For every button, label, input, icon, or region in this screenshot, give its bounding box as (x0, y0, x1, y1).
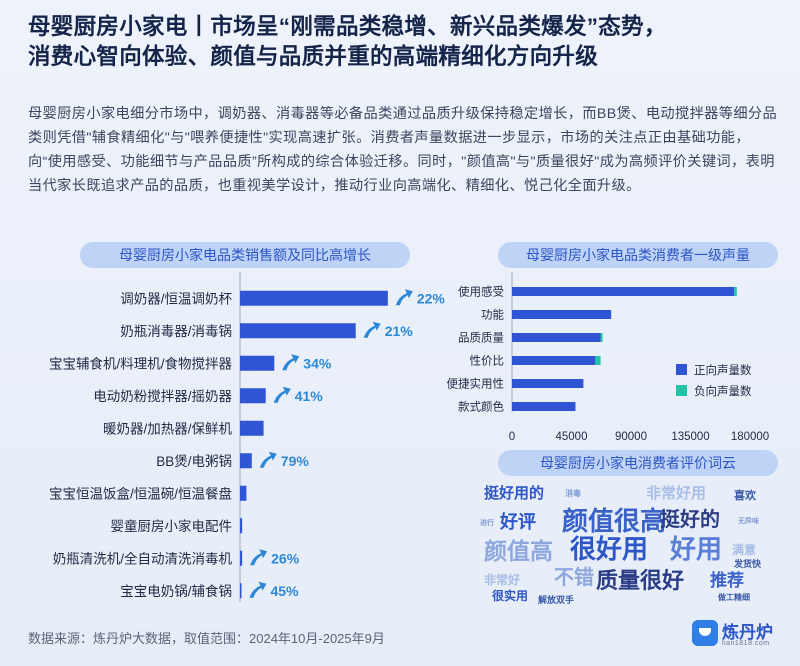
wordcloud-title: 母婴厨房小家电消费者评价词云 (498, 450, 778, 476)
wordcloud-word: 好用 (670, 534, 723, 564)
left-category-label: 电动奶粉搅拌器/摇奶器 (93, 389, 232, 404)
growth-label: 22% (417, 290, 446, 306)
sales-bar-chart: 调奶器/恒温调奶杯 22% 奶瓶消毒器/消毒锅 21% 宝宝辅食机/料理机/食物搅拌器 3… (49, 272, 446, 602)
wordcloud-word: 解放双手 (538, 595, 575, 605)
x-tick-label: 45000 (556, 431, 588, 443)
positive-bar (512, 287, 735, 296)
negative-bar (595, 356, 601, 365)
wordcloud-word: 满意 (732, 543, 757, 557)
growth-arrow-icon (250, 549, 268, 566)
growth-label: 79% (281, 453, 310, 469)
left-bar (240, 518, 243, 534)
brand-logo: 炼丹炉 lian1818.com (692, 614, 782, 654)
left-category-label: BB煲/电粥锅 (156, 453, 232, 469)
wordcloud-word: 非常好用 (646, 485, 707, 502)
x-tick-label: 90000 (615, 431, 647, 443)
positive-bar (512, 379, 584, 388)
wordcloud-word: 无异味 (738, 518, 759, 525)
legend-label: 负向声量数 (694, 384, 752, 398)
wordcloud-word: 好评 (500, 512, 536, 532)
right-category-label: 品质质量 (458, 332, 504, 345)
right-category-label: 性价比 (470, 354, 505, 368)
wordcloud-word: 质量很好 (596, 568, 685, 593)
wordcloud-word: 很实用 (492, 589, 529, 603)
wordcloud-word: 喜欢 (734, 490, 756, 502)
title-line-1: 母婴厨房小家电丨市场呈“刚需品类稳增、新兴品类爆发”态势， (28, 14, 667, 39)
left-bar (240, 420, 264, 436)
x-tick-label: 135000 (671, 431, 709, 443)
page-title: 母婴厨房小家电丨市场呈“刚需品类稳增、新兴品类爆发”态势， 消费心智向体验、颜值… (28, 12, 778, 72)
logo-icon (692, 620, 718, 646)
wordcloud-word: 消毒 (565, 489, 581, 498)
x-tick-label: 0 (509, 431, 515, 443)
wordcloud-word: 非常好 (484, 573, 521, 587)
growth-label: 45% (271, 583, 300, 599)
right-category-label: 使用感受 (458, 285, 504, 299)
wordcloud-word: 挺好用的 (484, 485, 545, 502)
left-chart-title: 母婴厨房小家电品类销售额及同比高增长 (80, 242, 410, 268)
left-category-label: 宝宝辅食机/料理机/食物搅拌器 (49, 355, 233, 371)
growth-label: 26% (271, 550, 300, 566)
left-category-label: 暖奶器/加热器/保鲜机 (103, 421, 233, 436)
x-tick-label: 180000 (731, 431, 769, 443)
wordcloud-word: 颜值高 (484, 538, 553, 564)
growth-label: 21% (385, 323, 414, 339)
wordcloud-word: 很好用 (570, 534, 649, 564)
left-bar (240, 290, 388, 306)
left-bar (240, 550, 243, 566)
left-category-label: 调奶器/恒温调奶杯 (120, 291, 232, 306)
wordcloud-word: 进行 (480, 520, 494, 527)
growth-label: 41% (295, 388, 324, 404)
left-bar (240, 453, 252, 469)
description-paragraph: 母婴厨房小家电细分市场中，调奶器、消毒器等必备品类通过品质升级保持稳定增长，而B… (28, 106, 778, 194)
wordcloud-word: 发货快 (734, 559, 762, 569)
left-category-label: 奶瓶消毒器/消毒锅 (120, 324, 232, 339)
legend-label: 正向声量数 (694, 363, 752, 377)
growth-label: 34% (303, 355, 332, 371)
left-category-label: 婴童厨房小家电配件 (111, 518, 233, 534)
positive-bar (512, 310, 612, 319)
right-chart-title: 母婴厨房小家电品类消费者一级声量 (498, 242, 778, 268)
right-category-label: 便捷实用性 (447, 377, 505, 391)
growth-arrow-icon (395, 289, 413, 306)
legend-swatch (676, 385, 687, 396)
positive-bar (512, 333, 601, 342)
data-source-note: 数据来源：炼丹炉大数据，取值范围：2024年10月-2025年9月 (28, 631, 385, 646)
right-category-label: 功能 (481, 308, 504, 322)
negative-bar (600, 333, 603, 342)
left-category-label: 奶瓶清洗机/全自动清洗消毒机 (53, 550, 233, 566)
wordcloud-word: 挺好的 (660, 509, 720, 531)
growth-arrow-icon (259, 451, 277, 468)
left-bar (240, 388, 266, 404)
left-bar (240, 323, 356, 339)
legend-swatch (676, 364, 687, 375)
wordcloud-word: 不错 (554, 567, 594, 589)
left-bar (240, 485, 247, 501)
logo-text: 炼丹炉 (722, 623, 773, 642)
review-wordcloud: 挺好用的 消毒 非常好用 喜欢进行 好评 颜值很高 挺好的 无异味颜值高 很好用 好用 满意发货快非… (470, 478, 780, 610)
title-line-2: 消费心智向体验、颜值与品质并重的高端精细化方向升级 (28, 44, 599, 69)
negative-bar (734, 287, 737, 296)
left-category-label: 宝宝恒温饭盒/恒温碗/恒温餐盘 (49, 485, 232, 501)
wordcloud-word: 推荐 (710, 571, 744, 590)
positive-bar (512, 356, 596, 365)
growth-arrow-icon (282, 354, 300, 371)
right-category-label: 款式颜色 (458, 400, 504, 414)
growth-arrow-icon (249, 581, 267, 598)
logo-subtext: lian1818.com (722, 640, 770, 647)
left-category-label: 宝宝电奶锅/辅食锅 (120, 583, 232, 599)
growth-arrow-icon (363, 321, 381, 338)
wordcloud-word: 颜值很高 (562, 506, 667, 536)
left-bar (240, 355, 275, 371)
wordcloud-word: 做工精细 (718, 593, 750, 602)
growth-arrow-icon (273, 386, 291, 403)
positive-bar (512, 402, 576, 411)
left-bar (240, 583, 242, 599)
